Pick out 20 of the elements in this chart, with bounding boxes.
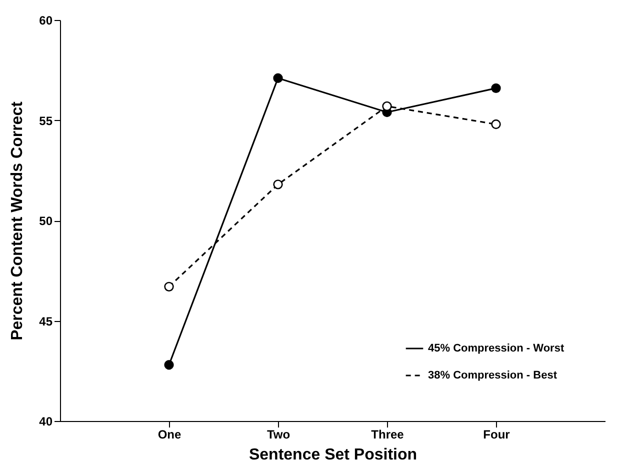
- y-axis-title: Percent Content Words Correct: [9, 100, 26, 340]
- x-tick-label: Three: [371, 428, 404, 442]
- point: [164, 282, 174, 292]
- y-tick-label: 55: [39, 114, 53, 128]
- x-tick-label: Two: [266, 428, 290, 442]
- point: [164, 360, 174, 370]
- legend-label: 45% Compression - Worst: [428, 342, 564, 354]
- x-tick-label: Four: [483, 428, 510, 442]
- point: [491, 119, 501, 130]
- y-tick-label: 40: [39, 414, 53, 428]
- x-tick-label: One: [158, 428, 182, 442]
- y-tick-label: 60: [39, 14, 53, 28]
- point: [273, 180, 283, 190]
- x-axis-title: Sentence Set Position: [248, 446, 418, 464]
- y-tick-label: 50: [39, 214, 53, 228]
- point: [491, 83, 501, 93]
- y-tick-label: 45: [39, 314, 53, 328]
- legend-label: 38% Compression - Best: [428, 370, 558, 382]
- point: [273, 73, 283, 83]
- point: [382, 101, 392, 112]
